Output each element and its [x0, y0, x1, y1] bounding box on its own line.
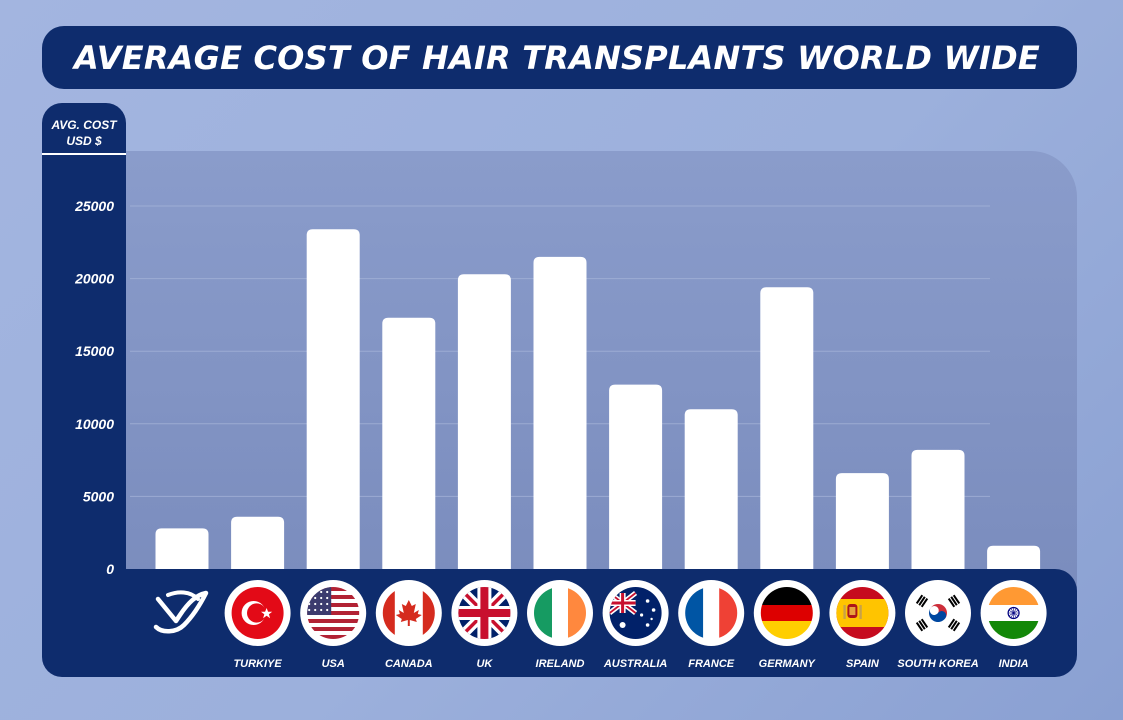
y-tick-label: 15000	[75, 343, 114, 359]
uk-flag-icon	[451, 580, 518, 646]
x-tick-label: GERMANY	[759, 658, 817, 670]
chart-title: AVERAGE COST OF HAIR TRANSPLANTS WORLD W…	[74, 38, 1040, 77]
x-tick-label: FRANCE	[688, 658, 734, 670]
y-tick-label: 10000	[75, 416, 114, 432]
bar-france	[684, 409, 738, 569]
x-tick-label: AUSTRALIA	[603, 658, 668, 670]
x-tick-label: UK	[476, 658, 493, 670]
y-tick-label: 25000	[74, 198, 114, 214]
y-tick-label: 0	[106, 561, 114, 577]
title-bar: AVERAGE COST OF HAIR TRANSPLANTS WORLD W…	[42, 26, 1077, 89]
y-axis-title-divider	[42, 153, 126, 155]
bars	[155, 229, 1041, 569]
x-tick-label: SPAIN	[846, 658, 880, 670]
x-tick-labels: TURKIYE USA CANADA UK IRELAND AUSTRALIA FRANCE…	[233, 658, 1028, 670]
bar-turkiye	[231, 516, 285, 569]
india-flag-icon	[980, 580, 1047, 646]
y-tick-label: 5000	[83, 488, 114, 504]
ireland-flag-icon	[527, 580, 593, 646]
bar-usa	[306, 229, 360, 569]
x-tick-label: SOUTH KOREA	[897, 658, 978, 670]
x-tick-label: USA	[322, 658, 345, 670]
bar-canada	[382, 317, 436, 569]
country-flags	[153, 580, 1047, 646]
bar-spain	[835, 473, 889, 569]
bar-india	[987, 545, 1041, 569]
y-tick-labels: 0 5000 10000 15000 20000 25000	[74, 198, 114, 577]
y-tick-label: 20000	[74, 271, 114, 287]
y-axis-title-line1: AVG. COST	[51, 118, 117, 132]
bar-australia	[609, 384, 663, 569]
bar-ireland	[533, 256, 587, 569]
x-tick-label: TURKIYE	[233, 658, 282, 670]
brand-logo-icon	[153, 590, 209, 634]
y-axis-column: AVG. COST USD $	[42, 103, 126, 677]
bar-uk	[457, 274, 511, 569]
canada-flag-icon	[375, 580, 442, 646]
spain-flag-icon	[829, 580, 896, 646]
y-axis-title: AVG. COST USD $	[42, 117, 126, 149]
bar-south-korea	[911, 449, 965, 569]
turkey-flag-icon	[224, 580, 291, 646]
bar-germany	[760, 287, 814, 569]
germany-flag-icon	[753, 580, 820, 646]
australia-flag-icon	[602, 580, 669, 646]
x-tick-label: INDIA	[999, 658, 1029, 670]
france-flag-icon	[678, 580, 745, 646]
south-korea-flag-icon	[905, 580, 971, 646]
bar-brand	[155, 528, 209, 569]
y-axis-title-line2: USD $	[66, 134, 102, 148]
x-tick-label: IRELAND	[536, 658, 585, 670]
x-tick-label: CANADA	[385, 658, 433, 670]
usa-flag-icon	[300, 580, 367, 646]
